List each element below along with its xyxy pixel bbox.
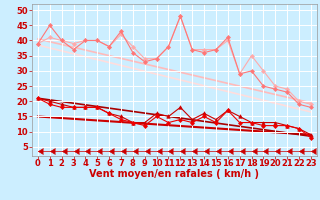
X-axis label: Vent moyen/en rafales ( km/h ): Vent moyen/en rafales ( km/h )	[89, 169, 260, 179]
